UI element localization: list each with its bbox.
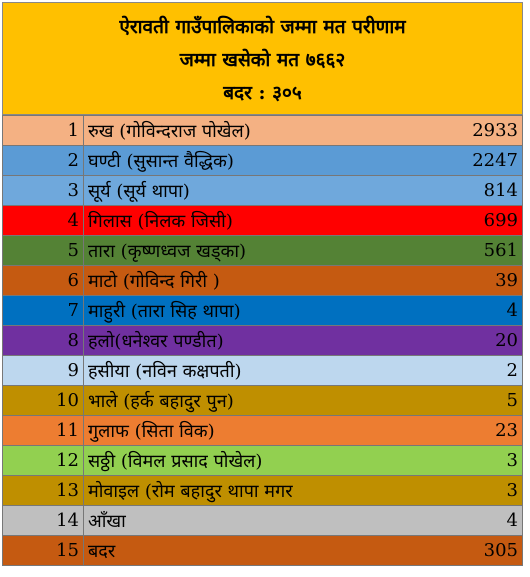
row-number: 6: [2, 265, 84, 296]
row-number: 12: [2, 445, 84, 476]
candidate: हसीया (नविन कक्षपती): [83, 355, 424, 386]
row-number: 1: [2, 115, 84, 146]
header-invalid: बदर : ३०५: [223, 82, 302, 104]
votes: 2933: [424, 115, 523, 146]
votes: 699: [424, 205, 523, 236]
votes: 4: [424, 295, 523, 326]
result-row: 3 सूर्य (सूर्य थापा) 814: [2, 175, 523, 206]
votes: 2: [424, 355, 523, 386]
votes: 3: [424, 445, 523, 476]
header-title: ऐरावती गाउँपालिकाको जम्मा मत परीणाम: [119, 16, 406, 38]
votes: 4: [424, 505, 523, 536]
row-number: 15: [2, 535, 84, 566]
result-row: 8 हलो(धनेश्वर पण्डीत) 20: [2, 325, 523, 356]
row-number: 14: [2, 505, 84, 536]
row-number: 10: [2, 385, 84, 416]
votes: 20: [424, 325, 523, 356]
votes: 23: [424, 415, 523, 446]
result-row: 6 माटो (गोविन्द गिरी ) 39: [2, 265, 523, 296]
result-row: 13 मोवाइल (रोम बहादुर थापा मगर 3: [2, 475, 523, 506]
candidate: गुलाफ (सिता विक): [83, 415, 424, 446]
row-number: 4: [2, 205, 84, 236]
candidate: रुख (गोविन्दराज पोखेल): [83, 115, 424, 146]
votes: 5: [424, 385, 523, 416]
header-total: जम्मा खसेको मत ७६६२: [179, 49, 346, 71]
votes: 3: [424, 475, 523, 506]
candidate: हलो(धनेश्वर पण्डीत): [83, 325, 424, 356]
row-number: 2: [2, 145, 84, 176]
candidate: सूर्य (सूर्य थापा): [83, 175, 424, 206]
votes: 814: [424, 175, 523, 206]
result-row: 10 भाले (हर्क बहादुर पुन) 5: [2, 385, 523, 416]
results-table: 1 रुख (गोविन्दराज पोखेल) 2933 2 घण्टी (सुसान…: [2, 115, 523, 566]
votes: 561: [424, 235, 523, 266]
candidate: भाले (हर्क बहादुर पुन): [83, 385, 424, 416]
result-row: 5 तारा (कृष्णध्वज खड्का) 561: [2, 235, 523, 266]
row-number: 11: [2, 415, 84, 446]
row-number: 9: [2, 355, 84, 386]
result-row: 9 हसीया (नविन कक्षपती) 2: [2, 355, 523, 386]
candidate: गिलास (निलक जिसी): [83, 205, 424, 236]
row-number: 5: [2, 235, 84, 266]
row-number: 3: [2, 175, 84, 206]
candidate: घण्टी (सुसान्त वैद्धिक): [83, 145, 424, 176]
votes: 39: [424, 265, 523, 296]
votes: 2247: [424, 145, 523, 176]
header: ऐरावती गाउँपालिकाको जम्मा मत परीणाम जम्म…: [2, 2, 523, 115]
result-row: 12 सठ्ठी (विमल प्रसाद पोखेल) 3: [2, 445, 523, 476]
results-sheet: ऐरावती गाउँपालिकाको जम्मा मत परीणाम जम्म…: [2, 2, 523, 566]
candidate: माटो (गोविन्द गिरी ): [83, 265, 424, 296]
candidate: आँखा: [83, 505, 424, 536]
row-number: 7: [2, 295, 84, 326]
candidate: तारा (कृष्णध्वज खड्का): [83, 235, 424, 266]
votes: 305: [424, 535, 523, 566]
candidate: बदर: [83, 535, 424, 566]
result-row: 14 आँखा 4: [2, 505, 523, 536]
result-row: 2 घण्टी (सुसान्त वैद्धिक) 2247: [2, 145, 523, 176]
result-row: 4 गिलास (निलक जिसी) 699: [2, 205, 523, 236]
candidate: मोवाइल (रोम बहादुर थापा मगर: [83, 475, 424, 506]
result-row: 11 गुलाफ (सिता विक) 23: [2, 415, 523, 446]
result-row: 15 बदर 305: [2, 535, 523, 566]
result-row: 1 रुख (गोविन्दराज पोखेल) 2933: [2, 115, 523, 146]
candidate: सठ्ठी (विमल प्रसाद पोखेल): [83, 445, 424, 476]
result-row: 7 माहुरी (तारा सिह थापा) 4: [2, 295, 523, 326]
row-number: 8: [2, 325, 84, 356]
row-number: 13: [2, 475, 84, 506]
candidate: माहुरी (तारा सिह थापा): [83, 295, 424, 326]
